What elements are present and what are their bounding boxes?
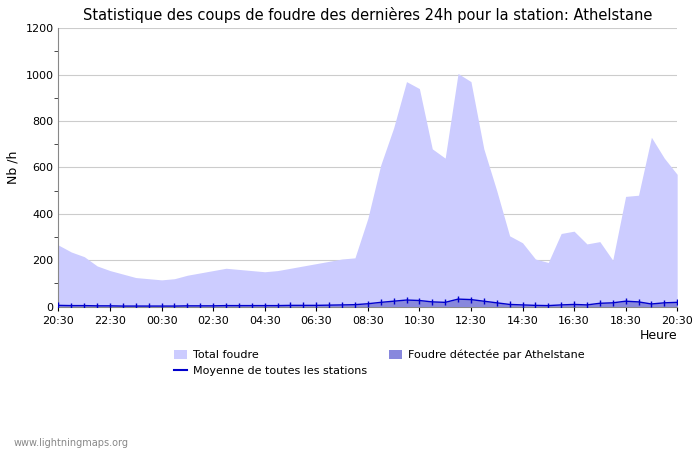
Legend: Total foudre, Moyenne de toutes les stations, Foudre détectée par Athelstane: Total foudre, Moyenne de toutes les stat… bbox=[169, 346, 589, 381]
Title: Statistique des coups de foudre des dernières 24h pour la station: Athelstane: Statistique des coups de foudre des dern… bbox=[83, 7, 652, 23]
Y-axis label: Nb /h: Nb /h bbox=[7, 151, 20, 184]
Text: www.lightningmaps.org: www.lightningmaps.org bbox=[14, 438, 129, 448]
Text: Heure: Heure bbox=[640, 329, 677, 342]
